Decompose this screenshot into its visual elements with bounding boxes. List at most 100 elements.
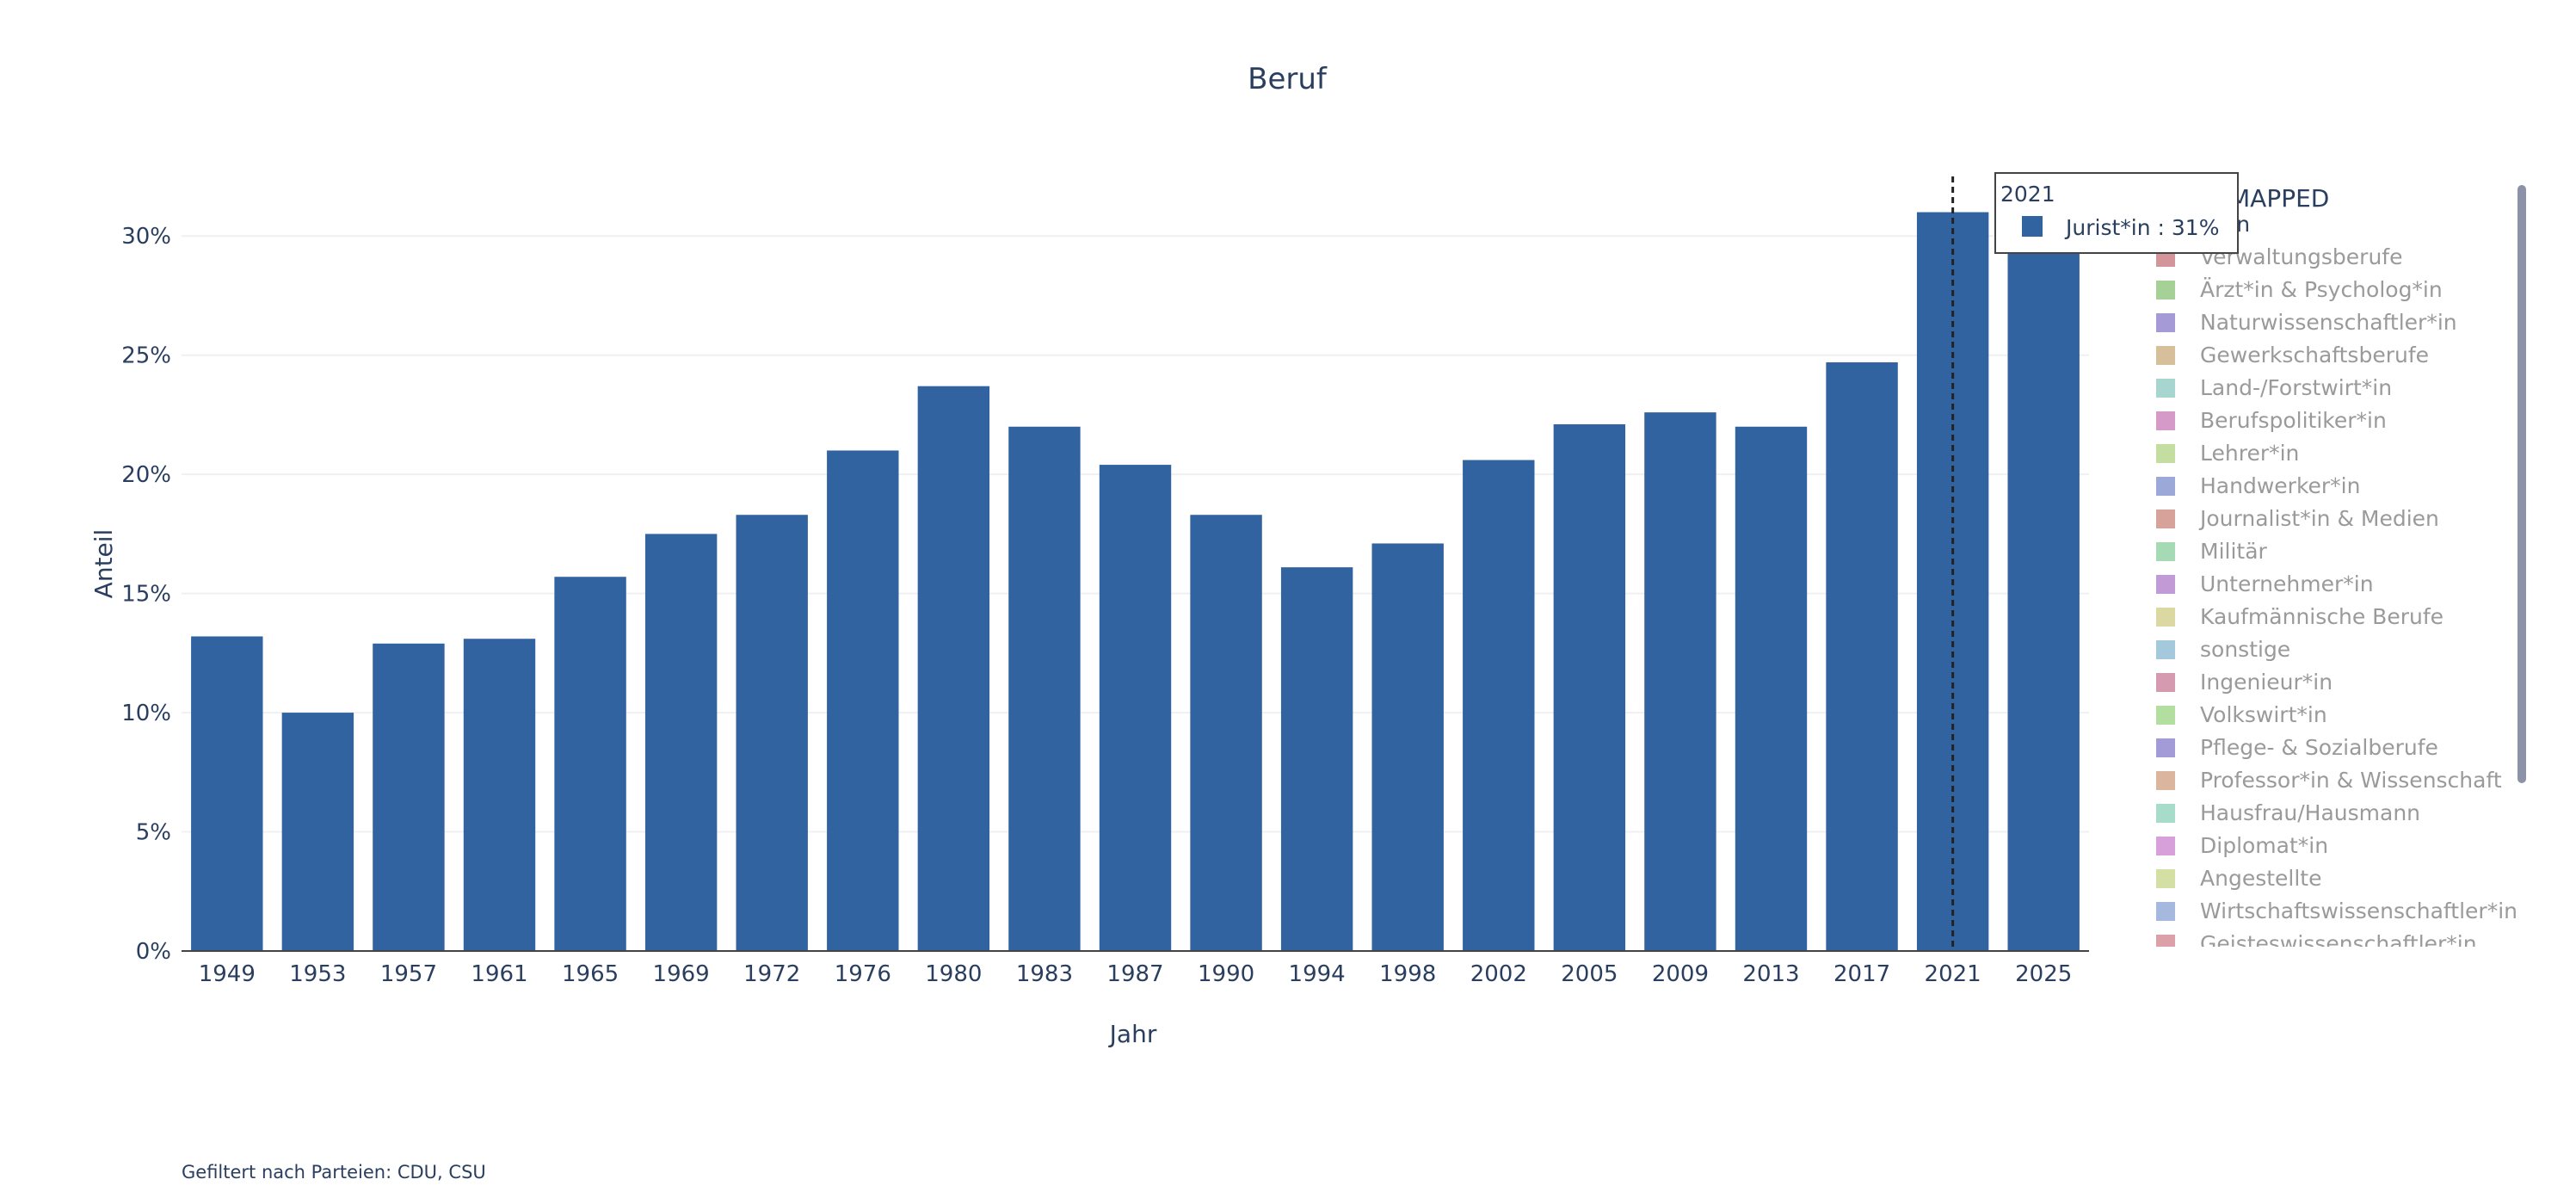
x-tick-label: 1994	[1289, 961, 1346, 987]
legend-item[interactable]: Professor*in & Wissenschaft	[2156, 768, 2502, 793]
legend-swatch	[2156, 346, 2175, 365]
legend-swatch	[2156, 738, 2175, 757]
legend-swatch	[2156, 411, 2175, 430]
legend-label: Land-/Forstwirt*in	[2200, 375, 2392, 400]
x-axis-label: Jahr	[1108, 1020, 1157, 1048]
legend-label: Journalist*in & Medien	[2198, 506, 2439, 531]
legend-label: Ingenieur*in	[2200, 670, 2333, 695]
y-tick-label: 5%	[136, 820, 171, 846]
x-tick-label: 2025	[2015, 961, 2072, 987]
bar-2013[interactable]	[1735, 426, 1808, 951]
legend-label: Angestellte	[2200, 866, 2321, 891]
legend-swatch	[2156, 575, 2175, 594]
legend-label: Militär	[2200, 539, 2268, 564]
bar-1976[interactable]	[827, 450, 899, 951]
bars[interactable]	[191, 212, 2080, 952]
x-tick-label: 1961	[471, 961, 527, 987]
legend-swatch	[2156, 673, 2175, 692]
bar-2017[interactable]	[1826, 362, 1898, 951]
legend-swatch	[2156, 608, 2175, 627]
legend-swatch	[2156, 869, 2175, 888]
x-tick-label: 2005	[1561, 961, 1618, 987]
legend-swatch	[2156, 477, 2175, 496]
bar-1965[interactable]	[554, 577, 626, 951]
bar-1980[interactable]	[917, 386, 990, 951]
legend-swatch	[2156, 771, 2175, 790]
tooltip-text: Jurist*in : 31%	[2064, 215, 2219, 240]
x-tick-label: 1976	[835, 961, 891, 987]
bar-2005[interactable]	[1553, 424, 1626, 951]
x-tick-label: 2017	[1833, 961, 1890, 987]
legend-item[interactable]: Land-/Forstwirt*in	[2156, 375, 2392, 400]
bar-1990[interactable]	[1190, 515, 1262, 951]
bar-1953[interactable]	[281, 713, 354, 951]
legend-swatch	[2156, 706, 2175, 725]
legend-item[interactable]: Pflege- & Sozialberufe	[2156, 735, 2438, 760]
legend-item[interactable]: Hausfrau/Hausmann	[2156, 800, 2420, 825]
legend-item[interactable]: Naturwissenschaftler*in	[2156, 310, 2457, 335]
x-tick-label: 1983	[1016, 961, 1073, 987]
bar-1957[interactable]	[373, 643, 445, 951]
legend-swatch	[2156, 640, 2175, 659]
bar-1998[interactable]	[1371, 543, 1444, 951]
hover-tooltip: 2021 Jurist*in : 31%	[1994, 172, 2239, 254]
legend-item[interactable]: Angestellte	[2156, 866, 2321, 891]
y-tick-label: 15%	[121, 582, 171, 608]
legend-swatch	[2156, 542, 2175, 561]
x-tick-label: 1957	[380, 961, 437, 987]
legend-label: Gewerkschaftsberufe	[2200, 343, 2429, 367]
bar-1972[interactable]	[736, 515, 808, 951]
legend-items[interactable]: st*inVerwaltungsberufeÄrzt*in & Psycholo…	[2156, 212, 2517, 956]
legend-item[interactable]: Kaufmännische Berufe	[2156, 604, 2444, 629]
legend-item[interactable]: Handwerker*in	[2156, 473, 2360, 498]
x-tick-label: 2013	[1742, 961, 1799, 987]
legend-label: Professor*in & Wissenschaft	[2200, 768, 2502, 793]
tooltip-box	[1994, 172, 2239, 254]
y-tick-label: 0%	[136, 939, 171, 965]
legend-item[interactable]: Gewerkschaftsberufe	[2156, 343, 2429, 367]
legend-item[interactable]: sonstige	[2156, 637, 2290, 662]
bar-2025[interactable]	[2007, 212, 2080, 952]
bar-1994[interactable]	[1280, 567, 1353, 951]
bar-1983[interactable]	[1008, 426, 1081, 951]
legend-item[interactable]: Militär	[2156, 539, 2268, 564]
bar-2009[interactable]	[1644, 412, 1716, 952]
legend-item[interactable]: Berufspolitiker*in	[2156, 408, 2387, 433]
legend-label: Pflege- & Sozialberufe	[2200, 735, 2438, 760]
legend-swatch	[2156, 902, 2175, 921]
bar-2002[interactable]	[1463, 460, 1535, 951]
x-tick-label: 1969	[653, 961, 710, 987]
x-tick-label: 2009	[1652, 961, 1709, 987]
legend-item[interactable]: Journalist*in & Medien	[2156, 506, 2439, 531]
legend-item[interactable]: Unternehmer*in	[2156, 571, 2374, 596]
legend-title: MAPPED	[2229, 184, 2329, 213]
legend-item[interactable]: Volkswirt*in	[2156, 702, 2327, 727]
y-tick-label: 25%	[121, 343, 171, 369]
y-tick-label: 10%	[121, 701, 171, 726]
legend-scrollbar[interactable]	[2517, 185, 2526, 783]
legend-item[interactable]: Geisteswissenschaftler*in	[2156, 931, 2477, 956]
legend-label: Unternehmer*in	[2200, 571, 2374, 596]
legend-item[interactable]: Lehrer*in	[2156, 441, 2299, 466]
plot-area: 0% 5% 10% 15% 20% 25% 30% 1949 1953 1957 1961 1965…	[121, 176, 2089, 987]
legend-swatch	[2156, 509, 2175, 528]
legend-item[interactable]: Ärzt*in & Psycholog*in	[2156, 277, 2443, 302]
bar-1969[interactable]	[644, 534, 718, 951]
bar-1961[interactable]	[463, 639, 536, 951]
legend-item[interactable]: Diplomat*in	[2156, 833, 2328, 858]
y-tick-label: 30%	[121, 224, 171, 250]
chart-title: Beruf	[1248, 62, 1328, 96]
legend-item[interactable]: Wirtschaftswissenschaftler*in	[2156, 898, 2517, 923]
legend-label: Diplomat*in	[2200, 833, 2328, 858]
tooltip-swatch	[2022, 216, 2043, 237]
x-tick-label: 1953	[289, 961, 346, 987]
bar-1949[interactable]	[191, 636, 263, 951]
x-tick-label: 1998	[1379, 961, 1436, 987]
legend-swatch	[2156, 804, 2175, 823]
legend-label: Kaufmännische Berufe	[2200, 604, 2444, 629]
legend-label: Wirtschaftswissenschaftler*in	[2200, 898, 2517, 923]
bar-1987[interactable]	[1099, 465, 1172, 951]
legend-item[interactable]: Ingenieur*in	[2156, 670, 2333, 695]
x-tick-label: 2021	[1925, 961, 1981, 987]
legend-swatch	[2156, 379, 2175, 398]
